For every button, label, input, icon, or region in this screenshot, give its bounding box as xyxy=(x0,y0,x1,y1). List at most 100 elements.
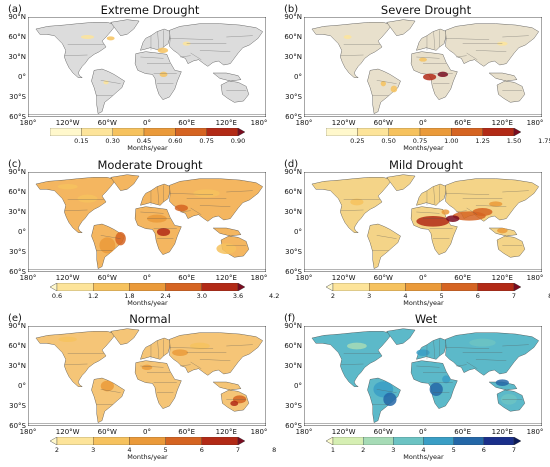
lon-label: 180° xyxy=(250,119,268,127)
lat-label: 60°N xyxy=(284,33,302,41)
country-border xyxy=(340,54,364,56)
colorbar-tick-label: 4 xyxy=(421,446,426,454)
lat-label: 30°N xyxy=(8,362,26,370)
lat-label: 90°N xyxy=(284,168,302,176)
lat-label: 60°N xyxy=(8,342,26,350)
lat-label: 60°N xyxy=(284,342,302,350)
country-border xyxy=(416,365,440,368)
country-border xyxy=(180,210,191,213)
country-border xyxy=(180,364,191,367)
colorbar-tick-label: 0.90 xyxy=(230,137,246,145)
panel-extreme-drought: (a) Extreme Drought 90°N 60°N 30°N 0° 30… xyxy=(4,2,268,152)
country-border xyxy=(140,56,164,59)
country-border xyxy=(140,365,164,368)
panel-label: (b) xyxy=(284,4,299,15)
colorbar-tick-label: 0.15 xyxy=(74,137,89,145)
lat-label: 30°S xyxy=(9,402,26,410)
colorbar-tick-label: 7 xyxy=(235,446,241,454)
colorbar-segment xyxy=(332,437,364,445)
panel-title: Mild Drought xyxy=(388,158,464,172)
land-asia xyxy=(445,23,539,67)
colorbar-tick-label: 4.2 xyxy=(269,292,280,300)
lon-label: 0° xyxy=(143,119,151,127)
country-border xyxy=(456,55,467,58)
colorbar-segment xyxy=(363,437,394,445)
lat-label: 30°N xyxy=(284,53,302,61)
colorbar-tick-label: 1 xyxy=(330,446,336,454)
colorbar-segment xyxy=(405,283,442,291)
land-australia xyxy=(496,235,526,258)
colorbar-tick-label: 0.50 xyxy=(381,137,396,145)
country-border xyxy=(475,359,507,361)
lon-label: 120°W xyxy=(55,428,80,436)
lat-label: 30°N xyxy=(284,208,302,216)
colorbar-tick-label: 1.2 xyxy=(88,292,99,300)
lon-label: 60°E xyxy=(178,428,196,436)
value-patch xyxy=(441,209,450,215)
country-border xyxy=(199,205,231,207)
colorbar-tick-label: 3.0 xyxy=(196,292,207,300)
colorbar-segment xyxy=(56,437,94,445)
lat-label: 60°S xyxy=(9,422,26,430)
lon-label: 180° xyxy=(295,428,313,436)
colorbar-segment xyxy=(482,128,515,136)
lat-label: 0° xyxy=(294,382,302,390)
land-greenland xyxy=(110,174,140,191)
country-border xyxy=(64,209,88,211)
value-patch xyxy=(343,35,352,39)
country-border xyxy=(475,50,507,52)
colorbar-unit: Months/year xyxy=(127,144,168,152)
country-border xyxy=(456,210,467,213)
lon-label: 0° xyxy=(419,274,427,282)
value-patch xyxy=(416,349,430,356)
lon-label: 120°E xyxy=(215,428,237,436)
lon-label: 180° xyxy=(250,428,268,436)
colorbar-tick-label: 1.75 xyxy=(538,137,550,145)
lon-label: 60°W xyxy=(97,274,117,282)
colorbar-tick-label: 2 xyxy=(54,446,60,454)
country-border xyxy=(169,38,214,40)
lat-label: 60°S xyxy=(9,113,26,121)
colorbar-tick-label: 3 xyxy=(91,446,96,454)
country-border xyxy=(100,80,121,84)
value-patch xyxy=(416,216,450,227)
lon-label: 60°W xyxy=(97,119,117,127)
colorbar-segment xyxy=(441,283,478,291)
country-border xyxy=(140,211,164,214)
colorbar-ticks: 0.25 0.50 0.75 1.00 1.25 1.50 1.75 xyxy=(326,137,550,145)
lon-label: 0° xyxy=(143,428,151,436)
colorbar-unit: Months/year xyxy=(403,144,444,152)
colorbar-extend-min xyxy=(326,283,334,291)
value-patch xyxy=(419,57,427,62)
colorbar-tick-label: 2 xyxy=(361,446,366,454)
colorbar xyxy=(50,128,245,136)
colorbar-extend-max xyxy=(237,283,245,291)
value-patch xyxy=(423,73,437,81)
lat-label: 30°N xyxy=(284,362,302,370)
country-border xyxy=(169,193,214,195)
land-south-america xyxy=(91,68,125,114)
colorbar-extend-max xyxy=(237,128,245,136)
land-antarctica xyxy=(304,114,542,117)
world-map xyxy=(28,326,266,426)
lat-label: 90°N xyxy=(8,322,26,330)
country-border xyxy=(502,344,529,347)
panel-severe-drought: (b) Severe Drought 90°N 60°N 30°N 0° 30°… xyxy=(280,2,550,152)
colorbar-segment xyxy=(477,283,515,291)
colorbar-segment xyxy=(388,128,421,136)
lat-label: 60°S xyxy=(285,113,302,121)
colorbar-tick-label: 4 xyxy=(127,446,132,454)
lon-label: 60°W xyxy=(373,274,393,282)
colorbar-segment xyxy=(201,283,239,291)
value-patch xyxy=(442,375,451,384)
colorbar-tick-label: 0.60 xyxy=(168,137,183,145)
world-map xyxy=(304,17,542,117)
world-map xyxy=(304,172,542,272)
country-border xyxy=(169,347,214,349)
colorbar-tick-label: 5 xyxy=(439,292,444,300)
panel-title: Moderate Drought xyxy=(97,158,203,172)
panel-title: Wet xyxy=(414,312,438,326)
country-border xyxy=(157,186,160,205)
colorbar xyxy=(50,283,245,291)
lat-label: 30°S xyxy=(285,93,302,101)
